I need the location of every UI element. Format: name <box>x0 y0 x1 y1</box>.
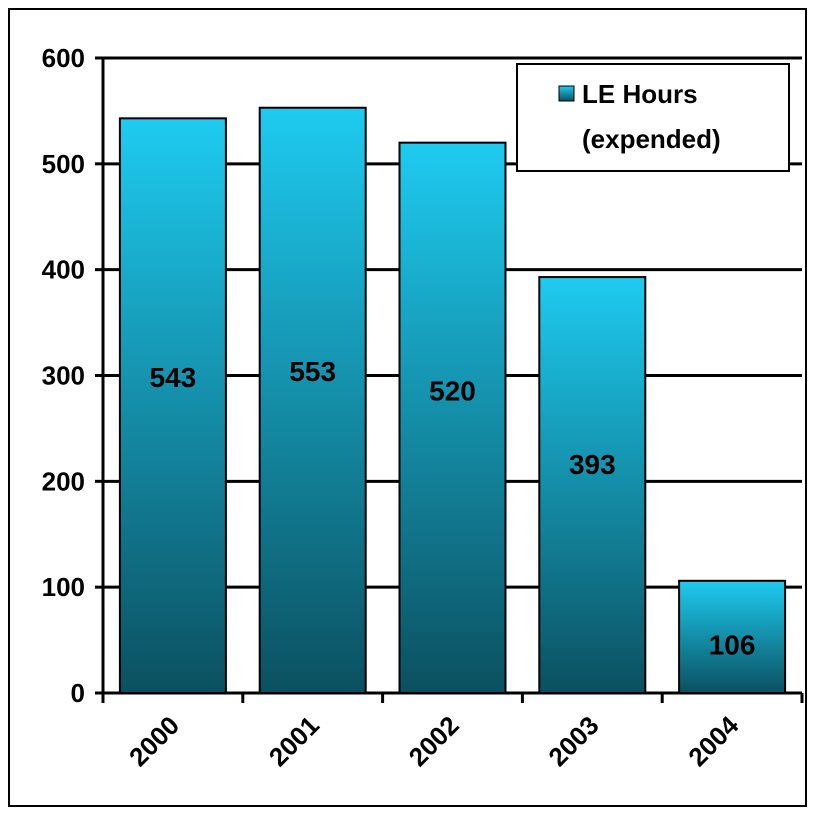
bar-2003 <box>538 276 647 694</box>
bar-2000 <box>118 117 227 694</box>
bar-2002 <box>398 141 507 694</box>
legend-swatch <box>558 85 575 102</box>
y-tick-label: 300 <box>42 361 85 391</box>
bar-2001 <box>258 106 367 695</box>
legend: LE Hours (expended) <box>516 63 790 172</box>
legend-line-2: (expended) <box>582 124 721 154</box>
data-label: 393 <box>569 449 616 480</box>
data-label: 520 <box>429 375 476 406</box>
x-tick-label: 2000 <box>123 710 185 772</box>
data-label: 106 <box>709 630 756 661</box>
y-tick-label: 400 <box>42 255 85 285</box>
x-tick-label: 2001 <box>263 710 325 772</box>
y-tick-label: 0 <box>71 678 85 708</box>
x-tick-label: 2003 <box>542 710 604 772</box>
y-tick-label: 100 <box>42 572 85 602</box>
data-label: 543 <box>150 362 197 393</box>
x-tick-label: 2002 <box>403 710 465 772</box>
y-tick-label: 200 <box>42 466 85 496</box>
bar-2004 <box>678 579 787 694</box>
data-label: 553 <box>289 356 336 387</box>
y-tick-label: 600 <box>42 43 85 73</box>
y-tick-label: 500 <box>42 149 85 179</box>
legend-line-1: LE Hours <box>582 79 698 109</box>
x-tick-label: 2004 <box>682 710 744 772</box>
